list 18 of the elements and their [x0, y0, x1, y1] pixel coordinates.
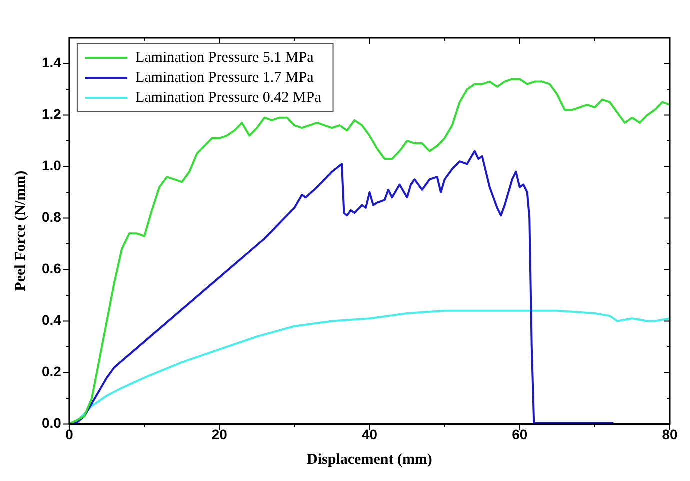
- y-tick-label: 0.0: [42, 415, 62, 432]
- y-tick-label: 0.6: [42, 260, 62, 277]
- x-axis-title: Displacement (mm): [307, 452, 432, 468]
- x-tick-label: 20: [212, 426, 228, 442]
- x-tick-label: 60: [512, 426, 528, 442]
- legend-label: Lamination Pressure 1.7 MPa: [135, 70, 314, 86]
- y-tick-label: 0.4: [42, 312, 62, 328]
- y-tick-label: 1.0: [42, 158, 62, 174]
- legend-label: Lamination Pressure 0.42 MPa: [135, 90, 322, 106]
- y-tick-label: 1.2: [42, 106, 62, 122]
- x-tick-label: 80: [662, 426, 678, 442]
- x-tick-label: 0: [66, 426, 74, 442]
- y-tick-label: 1.4: [42, 54, 62, 71]
- y-tick-label: 0.8: [42, 209, 62, 226]
- legend-label: Lamination Pressure 5.1 MPa: [135, 50, 314, 66]
- y-tick-label: 0.2: [42, 364, 62, 380]
- x-tick-label: 40: [362, 426, 378, 442]
- y-axis-title: Peel Force (N/mm): [12, 170, 29, 292]
